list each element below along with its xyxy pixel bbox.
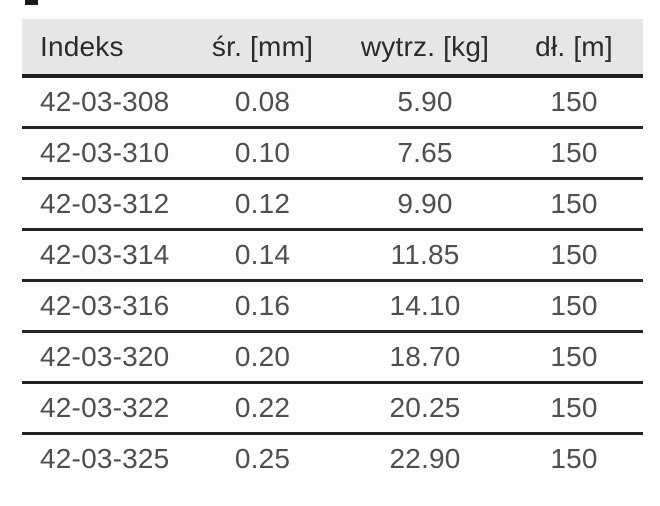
cell-diameter: 0.08 bbox=[180, 76, 345, 129]
cell-indeks: 42-03-325 bbox=[40, 443, 170, 474]
cell-strength: 7.65 bbox=[345, 127, 505, 180]
table-row: 42-03-310 0.10 7.65 150 bbox=[22, 127, 643, 180]
cell-strength: 11.85 bbox=[345, 229, 505, 282]
header-row: Indeks śr. [mm] wytrz. [kg] dł. [m] bbox=[22, 19, 643, 78]
cell-diameter: 0.12 bbox=[180, 178, 345, 231]
cell-diameter: 0.20 bbox=[180, 331, 345, 384]
table-body: 42-03-308 0.08 5.90 150 42-03-310 0.10 7.65 150… bbox=[22, 76, 643, 483]
cell-indeks: 42-03-312 bbox=[22, 178, 180, 231]
cell-strength: 20.25 bbox=[345, 382, 505, 435]
cell-length: 150 bbox=[505, 76, 643, 129]
cell-indeks: 42-03-316 bbox=[22, 280, 180, 333]
table-row: 42-03-308 0.08 5.90 150 bbox=[22, 76, 643, 129]
cell-strength: 5.90 bbox=[345, 76, 505, 129]
cell-diameter: 0.25 bbox=[234, 443, 291, 474]
cell-length: 150 bbox=[550, 443, 598, 474]
cell-diameter: 0.16 bbox=[180, 280, 345, 333]
table-row: 42-03-316 0.16 14.10 150 bbox=[22, 280, 643, 333]
col-header-diameter: śr. [mm] bbox=[180, 19, 345, 78]
cropped-edge-artifact bbox=[25, 0, 38, 5]
table-row: 42-03-314 0.14 11.85 150 bbox=[22, 229, 643, 282]
cell-length: 150 bbox=[505, 280, 643, 333]
col-header-indeks: Indeks bbox=[22, 19, 180, 78]
cell-length: 150 bbox=[505, 178, 643, 231]
product-spec-table: Indeks śr. [mm] wytrz. [kg] dł. [m] 42-0… bbox=[22, 19, 643, 483]
col-header-strength: wytrz. [kg] bbox=[345, 19, 505, 78]
cell-length: 150 bbox=[505, 229, 643, 282]
col-header-length: dł. [m] bbox=[505, 19, 643, 78]
cell-strength: 22.90 bbox=[389, 443, 461, 474]
cell-diameter: 0.22 bbox=[180, 382, 345, 435]
cell-length: 150 bbox=[505, 382, 643, 435]
cell-strength: 9.90 bbox=[345, 178, 505, 231]
cell-diameter: 0.14 bbox=[180, 229, 345, 282]
table-row: 42-03-325 0.25 22.90 150 bbox=[22, 434, 643, 484]
table-row: 42-03-322 0.22 20.25 150 bbox=[22, 382, 643, 435]
table-row: 42-03-320 0.20 18.70 150 bbox=[22, 331, 643, 384]
cell-indeks: 42-03-308 bbox=[22, 76, 180, 129]
table-row: 42-03-312 0.12 9.90 150 bbox=[22, 178, 643, 231]
cell-strength: 14.10 bbox=[345, 280, 505, 333]
cell-indeks: 42-03-310 bbox=[22, 127, 180, 180]
cell-diameter: 0.10 bbox=[180, 127, 345, 180]
cell-indeks: 42-03-314 bbox=[22, 229, 180, 282]
cell-strength: 18.70 bbox=[345, 331, 505, 384]
cell-indeks: 42-03-320 bbox=[22, 331, 180, 384]
cell-indeks: 42-03-322 bbox=[22, 382, 180, 435]
cell-length: 150 bbox=[505, 331, 643, 384]
cell-length: 150 bbox=[505, 127, 643, 180]
